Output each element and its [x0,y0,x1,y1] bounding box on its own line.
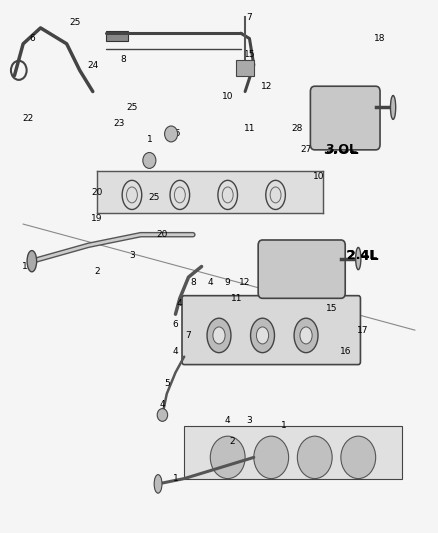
Text: 10: 10 [313,172,325,181]
Text: 8: 8 [120,55,126,64]
FancyBboxPatch shape [311,86,380,150]
Circle shape [157,409,168,421]
Text: 18: 18 [374,34,386,43]
Ellipse shape [294,318,318,353]
Text: 4: 4 [159,400,165,409]
Text: 3: 3 [247,416,252,425]
Text: 7: 7 [247,13,252,22]
Text: 19: 19 [22,262,33,271]
Ellipse shape [251,318,275,353]
Text: 1: 1 [146,135,152,144]
Ellipse shape [300,327,312,344]
Text: 14: 14 [270,262,281,271]
Text: 15: 15 [326,304,338,313]
Text: 25: 25 [70,18,81,27]
Text: 9: 9 [225,278,230,287]
FancyBboxPatch shape [182,296,360,365]
Ellipse shape [207,318,231,353]
Text: 2: 2 [229,437,235,446]
Text: 27: 27 [300,146,312,155]
Text: 3: 3 [129,252,135,261]
Text: 19: 19 [92,214,103,223]
Text: 5: 5 [164,378,170,387]
Ellipse shape [210,436,245,479]
Text: 12: 12 [261,82,272,91]
Text: 20: 20 [92,188,103,197]
Text: 8: 8 [190,278,196,287]
Ellipse shape [213,327,225,344]
Text: 15: 15 [244,50,255,59]
FancyBboxPatch shape [106,30,127,41]
Text: 4: 4 [173,347,178,356]
Text: 25: 25 [148,193,159,202]
Text: 4: 4 [177,299,183,308]
Text: 7: 7 [186,331,191,340]
Text: 11: 11 [244,124,255,133]
Text: 11: 11 [231,294,242,303]
Ellipse shape [154,474,162,493]
Bar [237,60,254,76]
Ellipse shape [391,95,396,119]
Ellipse shape [256,327,268,344]
Text: 2.4L: 2.4L [346,249,379,263]
Text: 25: 25 [126,103,138,112]
FancyBboxPatch shape [258,240,345,298]
Text: 1: 1 [173,474,178,483]
Ellipse shape [356,247,361,270]
Text: 14: 14 [353,92,364,101]
Text: 1: 1 [281,421,287,430]
Text: 6: 6 [173,320,178,329]
Text: 6: 6 [29,34,35,43]
Text: 26: 26 [170,130,181,139]
Text: 20: 20 [157,230,168,239]
FancyBboxPatch shape [184,425,402,479]
Text: 2: 2 [94,268,100,276]
Text: 4: 4 [208,278,213,287]
Ellipse shape [254,436,289,479]
Ellipse shape [341,436,376,479]
Text: 2.4L: 2.4L [347,249,378,262]
Text: 3.OL: 3.OL [323,143,359,157]
Text: 10: 10 [222,92,233,101]
Circle shape [165,126,178,142]
Text: 12: 12 [240,278,251,287]
Text: 16: 16 [339,347,351,356]
Text: 3.OL: 3.OL [325,143,357,156]
Text: 24: 24 [87,61,99,69]
Ellipse shape [297,436,332,479]
Text: 17: 17 [357,326,368,335]
Text: 23: 23 [113,119,124,128]
Circle shape [143,152,156,168]
Text: 22: 22 [22,114,33,123]
Text: 4: 4 [225,416,230,425]
Ellipse shape [27,251,37,272]
Text: 28: 28 [292,124,303,133]
Text: 13: 13 [300,268,312,276]
